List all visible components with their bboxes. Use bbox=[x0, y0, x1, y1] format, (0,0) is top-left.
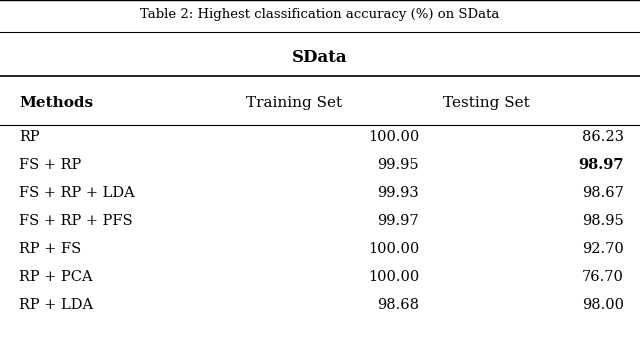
Text: 98.00: 98.00 bbox=[582, 298, 624, 312]
Text: RP: RP bbox=[19, 130, 40, 144]
Text: 100.00: 100.00 bbox=[368, 242, 419, 256]
Text: 99.95: 99.95 bbox=[378, 158, 419, 172]
Text: SData: SData bbox=[292, 49, 348, 66]
Text: 100.00: 100.00 bbox=[368, 270, 419, 284]
Text: FS + RP: FS + RP bbox=[19, 158, 81, 172]
Text: 100.00: 100.00 bbox=[368, 130, 419, 144]
Text: 98.67: 98.67 bbox=[582, 186, 624, 200]
Text: 98.68: 98.68 bbox=[377, 298, 419, 312]
Text: 92.70: 92.70 bbox=[582, 242, 624, 256]
Text: 99.97: 99.97 bbox=[378, 214, 419, 228]
Text: 98.97: 98.97 bbox=[579, 158, 624, 172]
Text: 98.95: 98.95 bbox=[582, 214, 624, 228]
Text: 76.70: 76.70 bbox=[582, 270, 624, 284]
Text: Table 2: Highest classification accuracy (%) on SData: Table 2: Highest classification accuracy… bbox=[140, 8, 500, 22]
Text: RP + LDA: RP + LDA bbox=[19, 298, 93, 312]
Text: Methods: Methods bbox=[19, 96, 93, 110]
Text: RP + FS: RP + FS bbox=[19, 242, 81, 256]
Text: FS + RP + PFS: FS + RP + PFS bbox=[19, 214, 133, 228]
Text: FS + RP + LDA: FS + RP + LDA bbox=[19, 186, 135, 200]
Text: RP + PCA: RP + PCA bbox=[19, 270, 93, 284]
Text: Training Set: Training Set bbox=[246, 96, 342, 110]
Text: Testing Set: Testing Set bbox=[443, 96, 530, 110]
Text: 86.23: 86.23 bbox=[582, 130, 624, 144]
Text: 99.93: 99.93 bbox=[378, 186, 419, 200]
